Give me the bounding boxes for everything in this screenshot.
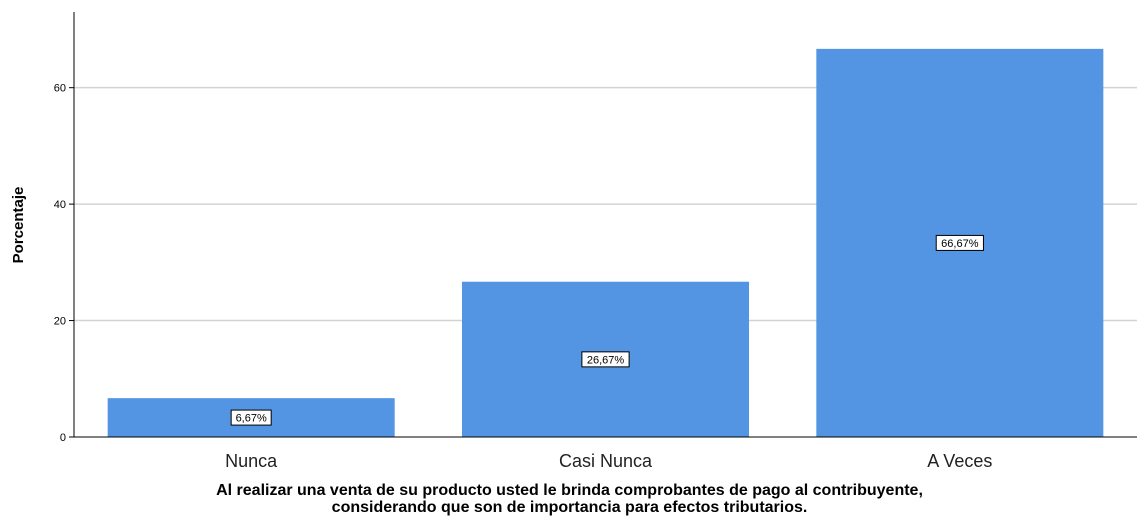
- x-tick-label: Casi Nunca: [559, 451, 653, 471]
- data-label: 6,67%: [236, 413, 267, 425]
- x-tick-label: Nunca: [225, 451, 278, 471]
- data-label-box: [935, 234, 984, 251]
- x-ticks: Nunca Casi Nunca A Veces: [225, 451, 992, 471]
- x-tick-label: A Veces: [927, 451, 992, 471]
- y-axis-label: Porcentaje: [10, 187, 27, 264]
- x-axis-label-line-2: considerando que son de importancia para…: [331, 499, 808, 516]
- x-axis-label-line-1: Al realizar una venta de su producto ust…: [216, 482, 923, 499]
- bars-group: [107, 48, 1104, 437]
- data-label: 66,67%: [941, 238, 979, 250]
- data-label-box: [230, 409, 272, 426]
- y-tick-label: 40: [54, 199, 66, 211]
- x-axis-label: Al realizar una venta de su producto ust…: [0, 482, 1139, 516]
- data-labels: 6,67% 26,67% 66,67%: [230, 234, 984, 426]
- y-tick-label: 60: [54, 83, 66, 95]
- y-tick-label: 0: [60, 432, 66, 444]
- axes: [73, 12, 1137, 438]
- data-label-box: [581, 351, 630, 368]
- y-ticks: 0 20 40 60: [54, 83, 74, 444]
- y-tick-label: 20: [54, 316, 66, 328]
- data-label: 26,67%: [587, 354, 625, 366]
